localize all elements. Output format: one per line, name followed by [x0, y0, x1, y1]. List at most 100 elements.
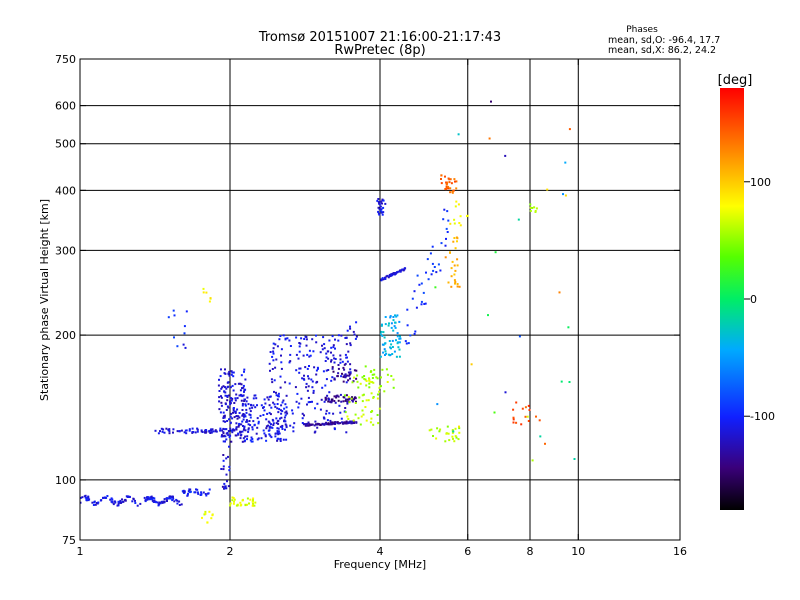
- data-point: [431, 245, 434, 248]
- data-point: [211, 428, 214, 431]
- data-point: [323, 347, 326, 350]
- data-point: [323, 400, 326, 403]
- data-point: [286, 337, 289, 340]
- data-point: [202, 287, 205, 290]
- data-point: [333, 428, 336, 431]
- data-point: [387, 353, 390, 356]
- data-point: [459, 215, 462, 218]
- data-point: [332, 422, 335, 425]
- data-point: [330, 346, 333, 349]
- data-point: [285, 438, 288, 441]
- data-point: [384, 354, 386, 356]
- data-point: [327, 397, 330, 400]
- data-point: [300, 397, 303, 400]
- data-point: [454, 269, 457, 272]
- data-point: [326, 350, 329, 353]
- data-point: [173, 314, 176, 317]
- data-point: [449, 222, 452, 225]
- data-point: [239, 382, 242, 385]
- data-point: [184, 346, 187, 349]
- data-point: [494, 251, 497, 254]
- data-point: [446, 210, 449, 213]
- data-point: [95, 502, 98, 504]
- data-point: [487, 314, 489, 317]
- data-point: [226, 405, 229, 408]
- data-point: [256, 438, 259, 441]
- data-point: [394, 272, 397, 275]
- data-point: [136, 504, 139, 507]
- data-point: [277, 422, 280, 425]
- data-point: [272, 352, 275, 355]
- data-point: [185, 432, 188, 435]
- data-point: [265, 427, 268, 430]
- data-point: [221, 485, 224, 488]
- data-point: [325, 378, 328, 381]
- data-point: [110, 497, 113, 500]
- data-point: [378, 386, 381, 389]
- data-point: [332, 370, 335, 373]
- data-point: [315, 373, 318, 376]
- data-point: [149, 496, 152, 499]
- data-point: [336, 421, 339, 424]
- data-point: [454, 205, 457, 208]
- data-point: [109, 498, 112, 501]
- data-point: [270, 423, 272, 426]
- data-point: [276, 420, 279, 423]
- data-point: [271, 368, 274, 370]
- data-point: [249, 414, 252, 416]
- data-point: [420, 282, 423, 285]
- data-point: [352, 330, 355, 333]
- data-point: [423, 303, 426, 305]
- data-point: [453, 273, 456, 276]
- data-point: [242, 418, 245, 421]
- data-point: [295, 353, 298, 356]
- data-point: [305, 338, 308, 341]
- data-point: [233, 410, 236, 413]
- data-point: [326, 394, 329, 397]
- data-point: [274, 432, 277, 435]
- data-point: [454, 427, 457, 430]
- data-point: [344, 362, 347, 365]
- data-point: [390, 322, 393, 325]
- data-point: [459, 224, 462, 227]
- data-point: [317, 423, 320, 426]
- legend-title: Phases: [626, 25, 658, 35]
- data-point: [219, 429, 222, 432]
- data-point: [526, 415, 529, 418]
- data-point: [313, 424, 316, 427]
- data-point: [376, 377, 379, 380]
- data-point: [222, 411, 225, 414]
- data-point: [311, 386, 314, 389]
- data-point: [131, 500, 134, 503]
- data-point: [272, 359, 275, 362]
- data-points: [80, 100, 576, 524]
- data-point: [334, 338, 336, 341]
- data-point: [153, 497, 156, 500]
- data-point: [298, 371, 301, 374]
- data-point: [325, 352, 328, 355]
- data-point: [430, 273, 433, 276]
- data-point: [225, 487, 228, 490]
- data-point: [150, 495, 153, 498]
- data-point: [564, 161, 567, 164]
- data-point: [365, 399, 368, 402]
- data-point: [311, 423, 314, 426]
- data-point: [346, 415, 349, 418]
- data-point: [454, 180, 456, 183]
- data-point: [378, 208, 381, 211]
- data-point: [382, 331, 385, 334]
- y-axis-ticks: 75 100 200 300 400 500 600 750: [55, 53, 680, 547]
- data-point: [440, 174, 443, 177]
- data-point: [147, 496, 150, 499]
- data-point: [380, 376, 382, 379]
- data-point: [196, 427, 199, 430]
- data-point: [298, 402, 301, 405]
- data-point: [237, 425, 240, 428]
- data-point: [254, 406, 257, 409]
- data-point: [406, 324, 409, 327]
- data-point: [453, 279, 456, 282]
- data-point: [178, 500, 181, 503]
- data-point: [382, 199, 385, 202]
- data-point: [215, 430, 218, 433]
- data-point: [231, 496, 234, 499]
